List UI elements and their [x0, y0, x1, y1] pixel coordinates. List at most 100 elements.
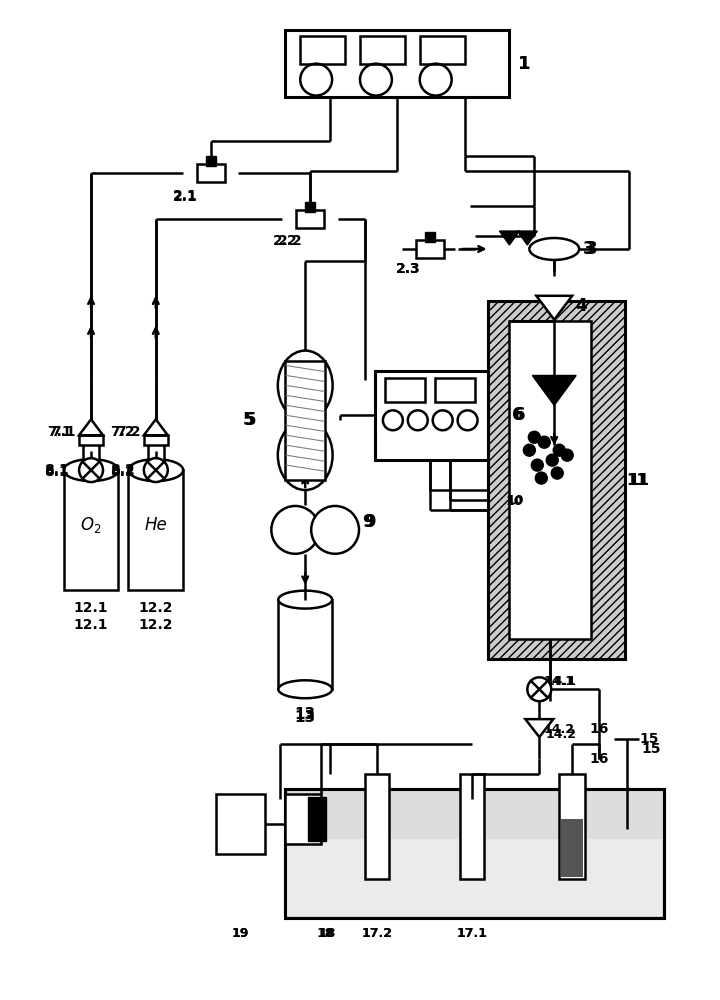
Bar	[148, 442, 163, 462]
Bar	[79, 435, 103, 445]
Text: 7.2: 7.2	[117, 425, 141, 439]
Bar	[385, 378, 425, 402]
Bar	[285, 794, 321, 844]
Ellipse shape	[278, 351, 333, 420]
Bar	[296, 210, 324, 228]
Text: 8.2: 8.2	[111, 465, 135, 479]
Text: 12.2: 12.2	[138, 618, 173, 632]
Text: 2.3: 2.3	[395, 262, 420, 276]
Text: 9: 9	[362, 513, 374, 531]
Text: 8.2: 8.2	[111, 463, 135, 477]
Text: 13: 13	[294, 707, 316, 722]
Text: 9: 9	[364, 513, 376, 531]
Bar	[287, 839, 662, 916]
Text: 13: 13	[294, 710, 316, 725]
Text: He: He	[145, 516, 167, 534]
Bar	[83, 442, 99, 462]
Text: 12.1: 12.1	[73, 618, 108, 632]
Text: 16: 16	[590, 722, 609, 736]
Text: 4: 4	[575, 297, 587, 315]
Text: 16: 16	[590, 752, 609, 766]
Polygon shape	[79, 419, 103, 435]
Bar	[144, 435, 168, 445]
Text: 10: 10	[507, 493, 524, 506]
Text: 10: 10	[505, 495, 523, 508]
Text: 15: 15	[639, 732, 659, 746]
Text: 18: 18	[318, 927, 336, 940]
Circle shape	[311, 506, 359, 554]
Circle shape	[531, 459, 544, 471]
Text: 3: 3	[586, 240, 598, 258]
Text: 2.1: 2.1	[174, 190, 198, 204]
Text: 14.1: 14.1	[544, 675, 575, 688]
Bar	[459, 774, 484, 879]
Bar	[365, 774, 389, 879]
Text: 5: 5	[245, 411, 256, 429]
Bar	[285, 789, 664, 918]
Text: 12.1: 12.1	[73, 601, 108, 615]
Circle shape	[271, 506, 319, 554]
Ellipse shape	[63, 459, 118, 481]
Bar	[206, 156, 215, 166]
Circle shape	[539, 436, 550, 448]
Text: 18: 18	[317, 927, 334, 940]
Bar	[360, 36, 405, 64]
Bar	[415, 240, 444, 258]
Text: 1: 1	[518, 55, 531, 73]
Bar	[510, 321, 591, 639]
Bar	[63, 470, 118, 590]
Text: 3: 3	[583, 240, 595, 258]
Bar	[487, 301, 625, 659]
Polygon shape	[526, 719, 553, 737]
Text: 6: 6	[513, 406, 525, 424]
Bar	[559, 774, 585, 879]
Bar	[425, 232, 435, 242]
Circle shape	[528, 431, 540, 443]
Text: 8.1: 8.1	[44, 465, 68, 479]
Text: 14.2: 14.2	[546, 728, 577, 741]
Text: 15: 15	[641, 742, 661, 756]
Text: 2.3: 2.3	[395, 262, 420, 276]
Bar	[375, 371, 505, 460]
Bar	[197, 164, 225, 182]
Bar	[420, 36, 464, 64]
Bar	[305, 202, 315, 212]
Ellipse shape	[529, 238, 579, 260]
Text: 17.1: 17.1	[456, 927, 487, 940]
Circle shape	[527, 677, 552, 701]
Text: 14.2: 14.2	[544, 723, 575, 736]
Bar	[128, 470, 183, 590]
Text: 2.1: 2.1	[174, 189, 198, 203]
Text: 17.2: 17.2	[361, 927, 392, 940]
Text: 17.2: 17.2	[361, 927, 392, 940]
Polygon shape	[532, 375, 576, 405]
Circle shape	[523, 444, 536, 456]
Text: 19: 19	[232, 927, 249, 940]
Ellipse shape	[279, 591, 332, 609]
Text: $O_2$: $O_2$	[81, 515, 102, 535]
Polygon shape	[144, 419, 168, 435]
Bar	[279, 600, 332, 689]
Text: 11: 11	[629, 473, 649, 488]
Text: 5: 5	[243, 411, 254, 429]
Circle shape	[79, 458, 103, 482]
Text: 6: 6	[512, 406, 523, 424]
Polygon shape	[518, 231, 537, 245]
Text: 1: 1	[518, 55, 531, 73]
Ellipse shape	[128, 459, 183, 481]
Text: 17.1: 17.1	[456, 927, 487, 940]
Circle shape	[144, 458, 168, 482]
Bar	[285, 361, 325, 480]
Circle shape	[546, 454, 558, 466]
Polygon shape	[500, 231, 519, 245]
Text: 4: 4	[575, 297, 587, 315]
Bar	[285, 30, 510, 97]
Bar	[561, 819, 583, 877]
Text: 7.1: 7.1	[47, 425, 71, 439]
Text: 11: 11	[626, 473, 647, 488]
Text: 12.2: 12.2	[138, 601, 173, 615]
Text: 7.1: 7.1	[51, 425, 76, 439]
Text: 8.1: 8.1	[44, 463, 68, 477]
Text: 14.1: 14.1	[546, 675, 577, 688]
Ellipse shape	[279, 680, 332, 698]
